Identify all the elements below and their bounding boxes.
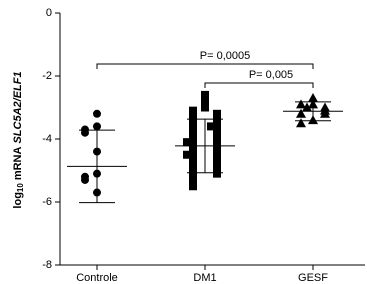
data-point	[296, 99, 306, 109]
y-label-text: mRNA	[12, 147, 24, 181]
data-point	[93, 109, 101, 118]
data-point	[189, 141, 197, 150]
y-tick-label: -4	[42, 133, 52, 145]
data-point	[183, 150, 191, 159]
y-tick-label: 0	[46, 7, 52, 19]
data-point	[296, 108, 306, 118]
data-point	[183, 138, 191, 147]
data-point	[189, 153, 197, 162]
data-point	[213, 122, 221, 131]
significance-bracket	[96, 63, 314, 69]
y-label-subscript: 10	[16, 183, 25, 192]
data-point	[213, 112, 221, 121]
data-point	[201, 90, 209, 99]
data-point	[201, 103, 209, 112]
data-point	[296, 118, 306, 128]
data-point	[189, 147, 197, 156]
data-point	[189, 135, 197, 143]
x-tick-label: DM1	[193, 272, 216, 284]
x-tick-label: GESF	[298, 272, 328, 284]
data-point	[189, 160, 197, 169]
data-point	[189, 128, 197, 137]
y-label-gene: SLC5A2/ELF1	[12, 71, 24, 143]
data-point	[189, 119, 197, 128]
p-value: P= 0,0005	[200, 50, 250, 62]
y-tick-label: -6	[42, 196, 52, 208]
data-point	[93, 122, 101, 131]
y-label-prefix: log	[12, 192, 24, 209]
data-point	[213, 169, 221, 178]
data-point	[189, 109, 197, 118]
data-point	[320, 108, 330, 118]
data-point	[201, 97, 209, 106]
data-point	[81, 175, 89, 184]
data-point	[81, 128, 89, 137]
data-point	[207, 122, 215, 131]
significance-bracket	[204, 82, 314, 88]
data-point	[302, 102, 312, 112]
data-point	[189, 182, 197, 191]
p-value: P= 0,005	[249, 69, 293, 81]
y-axis-label: log10 mRNA SLC5A2/ELF1	[12, 71, 25, 208]
data-point	[308, 93, 318, 103]
x-tick-label: Controle	[76, 272, 118, 284]
y-tick-label: -2	[42, 70, 52, 82]
data-point	[189, 166, 197, 175]
y-tick-label: -8	[42, 259, 52, 271]
